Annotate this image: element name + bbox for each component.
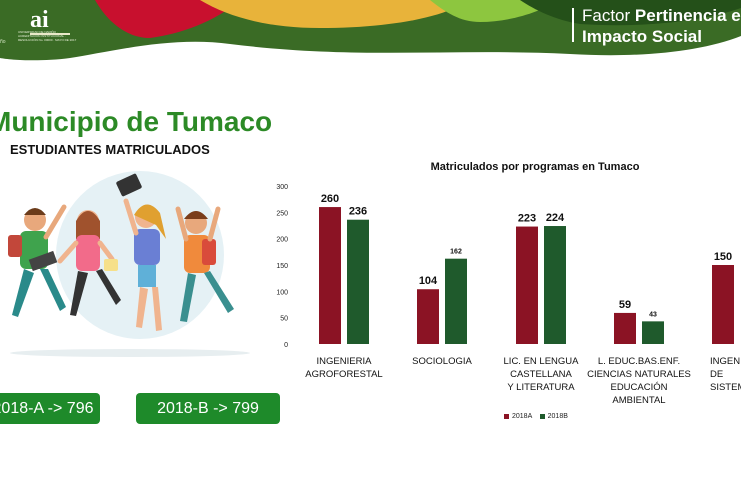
student-3	[116, 173, 166, 331]
bar-2018a	[516, 226, 538, 344]
header-red-swoosh	[95, 0, 240, 38]
data-label: 150	[714, 251, 732, 263]
y-tick-label: 0	[284, 342, 288, 349]
data-label: 260	[321, 193, 339, 205]
y-tick-label: 150	[276, 263, 288, 270]
factor-line2: Impacto Social	[582, 27, 702, 46]
pill-2018b: 2018-B -> 799	[136, 393, 280, 424]
bar-2018b	[642, 321, 664, 344]
category-label: L. EDUC.BAS.ENF. CIENCIAS NATURALES EDUCAC…	[587, 356, 691, 406]
logo-subtext: UNIVERSIDAD DE NARIÑO · ACREDITACIÓN INS…	[18, 30, 77, 42]
legend-swatch-2018b	[539, 413, 545, 419]
header-band: ai UNIVERSIDAD DE NARIÑO · ACREDITACIÓN …	[0, 0, 741, 62]
student-4	[175, 206, 234, 322]
y-tick-label: 100	[276, 289, 288, 296]
data-label: 162	[450, 249, 462, 256]
factor-line1-bold: Pertinencia e	[634, 6, 741, 25]
logo-tag: ño	[0, 39, 6, 45]
factor-heading: Factor Pertinencia e Impacto Social	[582, 5, 741, 47]
students-illustration	[8, 171, 250, 357]
bar-2018a	[417, 289, 439, 344]
category-label: INGENIERIA DESISTEMAS	[710, 356, 741, 393]
pill-2018a: 2018-A -> 796	[0, 393, 100, 424]
bar-2018a	[319, 207, 341, 344]
student-1	[8, 204, 67, 317]
header-lightgreen-swoosh	[430, 0, 560, 22]
page-subtitle: ESTUDIANTES MATRICULADOS	[10, 142, 210, 157]
chart-legend: 2018A 2018B	[504, 413, 568, 420]
illustration-shadow	[10, 349, 250, 357]
legend-label-2018b: 2018B	[547, 413, 568, 420]
y-tick-label: 250	[276, 210, 288, 217]
category-label: SOCIOLOGIA	[412, 356, 472, 367]
bar-2018b	[347, 219, 369, 344]
bar-2018a	[712, 265, 734, 344]
factor-divider	[572, 8, 574, 42]
data-label: 236	[349, 206, 367, 218]
logo-divider	[30, 33, 70, 35]
header-darkgreen-swoosh	[520, 0, 741, 26]
legend-label-2018a: 2018A	[512, 413, 532, 420]
data-label: 104	[419, 275, 438, 287]
data-label: 59	[619, 299, 631, 311]
chart-title: Matriculados por programas en Tumaco	[430, 161, 640, 173]
bar-2018a	[614, 312, 636, 344]
header-background	[0, 0, 741, 61]
student-2	[57, 210, 121, 316]
category-label: INGENIERIA AGROFORESTAL	[305, 356, 383, 380]
header-yellow-swoosh	[200, 0, 470, 28]
y-tick-label: 300	[276, 184, 288, 191]
factor-line1-light: Factor	[582, 6, 635, 25]
y-tick-label: 200	[276, 237, 288, 244]
data-label: 224	[546, 212, 565, 224]
page-title: Municipio de Tumaco	[0, 106, 273, 137]
bar-chart: 0 50 100 150 200 250 300 260 104 223 59 150 236 162 22…	[276, 184, 734, 349]
bar-2018b	[544, 226, 566, 344]
y-tick-label: 50	[280, 316, 288, 323]
logo-letters: ai	[30, 7, 49, 33]
bar-2018b	[445, 258, 467, 344]
data-label: 223	[518, 213, 536, 225]
category-label: LIC. EN LENGUA CASTELLANA Y LITERATURA	[503, 356, 579, 393]
data-label: 43	[649, 311, 657, 318]
legend-swatch-2018a	[504, 413, 509, 419]
